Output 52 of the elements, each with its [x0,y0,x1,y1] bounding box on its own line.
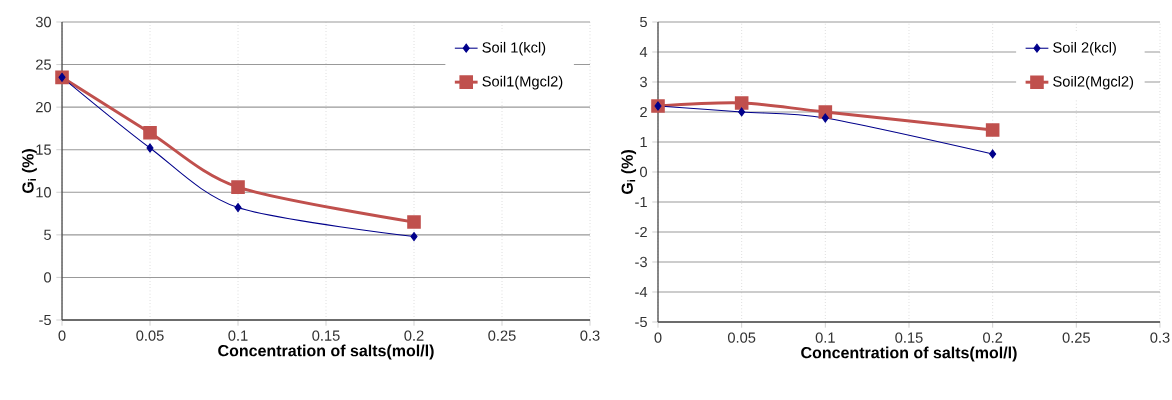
point [234,203,242,213]
y-tick-label: -5 [635,316,647,328]
y-tick-label: 30 [35,16,52,28]
y-axis-title: G$_{i}$ (%) [621,150,637,195]
x-tick-label: 0 [58,330,66,341]
y-tick-label: 0 [640,166,648,178]
x-axis-title: Concentration of salts(mol/l) [218,344,434,360]
y-tick-label: 15 [36,144,51,155]
y-tick-label: -1 [635,196,647,208]
point [410,232,418,242]
x-tick-label: 0.25 [488,330,516,341]
x-tick-label: 0.05 [727,332,756,343]
y-tick-label: 5 [44,229,51,240]
y-axis-title: G$_{i}$ (%) [21,149,37,194]
y-tick-label: 10 [36,187,52,198]
y-tick-label: -5 [39,314,51,326]
y-tick-label: 5 [640,16,647,28]
y-tick-label: 20 [36,101,52,113]
x-tick-label: 0.1 [815,332,835,343]
point [734,96,749,110]
x-tick-label: 0.25 [1062,332,1090,343]
x-tick-label: 0.05 [136,330,164,341]
y-tick-label: 0 [44,272,52,283]
x-tick-label: 0.15 [312,330,340,341]
x-tick-label: 0.3 [1150,332,1170,343]
point [989,149,997,159]
y-tick-label: 1 [640,136,647,148]
point [146,143,154,153]
point [821,113,829,123]
x-tick-label: 0.1 [228,330,248,341]
x-tick-label: 0.15 [895,332,923,343]
point [985,123,1000,137]
x-tick-label: 0.3 [580,330,600,341]
y-tick-label: -2 [635,226,647,238]
legend-label: Soil1(Mgcl2) [482,75,563,90]
x-axis-title: Concentration of salts(mol/l) [801,346,1017,362]
legend-label: Soil 2(kcl) [1053,41,1116,56]
x-tick-label: 0.2 [404,330,424,341]
point [231,180,245,194]
point [738,107,746,117]
x-tick-label: 0.2 [983,332,1003,343]
point [407,215,421,229]
legend-label: Soil 1(kcl) [482,41,546,56]
legend-label: Soil2(Mgcl2) [1053,75,1134,90]
y-tick-label: -4 [635,286,648,298]
y-tick-label: 3 [640,76,647,88]
point [143,125,157,140]
y-tick-label: -3 [635,256,647,268]
x-tick-label: 0 [654,332,662,343]
y-tick-label: 25 [36,59,51,70]
y-tick-label: 2 [640,106,647,118]
y-tick-label: 4 [639,46,648,58]
